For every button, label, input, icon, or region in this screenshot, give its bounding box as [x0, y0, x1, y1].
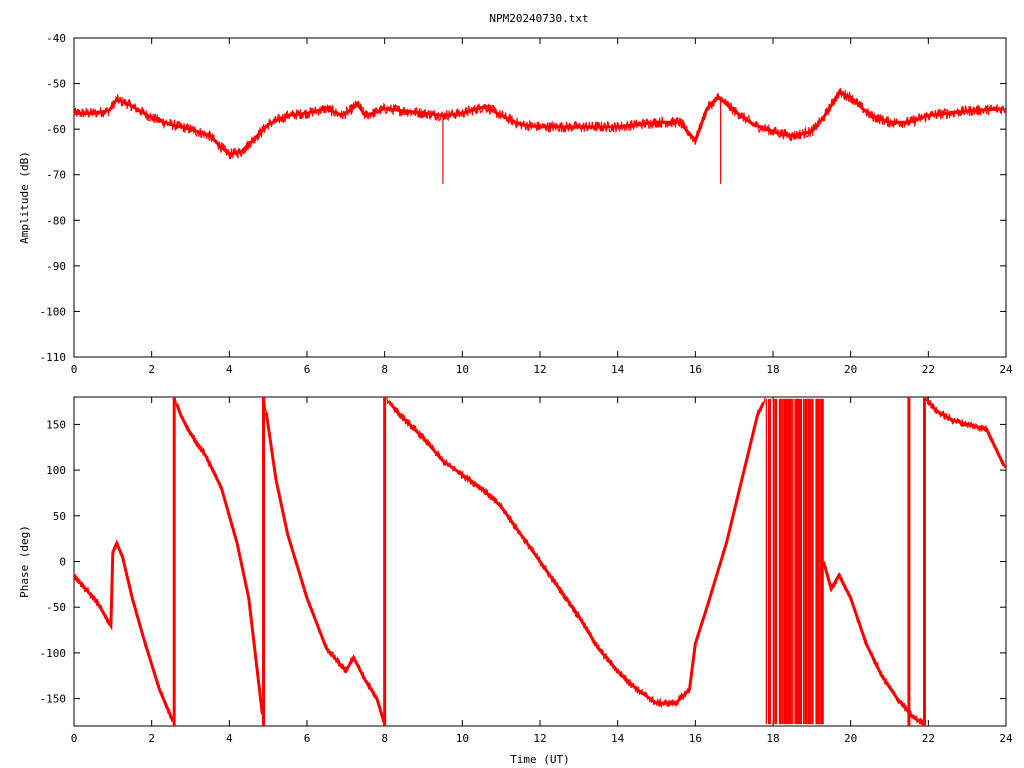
x-tick-label: 16	[689, 363, 702, 376]
y-axis-title: Amplitude (dB)	[18, 151, 31, 244]
plot-area	[74, 397, 1006, 726]
x-tick-label: 4	[226, 732, 233, 745]
series-core	[74, 90, 1005, 156]
x-tick-label: 6	[304, 732, 311, 745]
x-tick-label: 4	[226, 363, 233, 376]
y-tick-label: 150	[46, 418, 66, 431]
x-tick-label: 22	[922, 363, 935, 376]
x-axis-title: Time (UT)	[510, 753, 570, 766]
y-tick-label: -60	[46, 123, 66, 136]
x-tick-label: 8	[381, 732, 388, 745]
y-tick-label: -70	[46, 169, 66, 182]
y-tick-label: -80	[46, 214, 66, 227]
series-core	[74, 397, 1006, 725]
x-tick-label: 12	[533, 732, 546, 745]
y-tick-label: -150	[40, 693, 67, 706]
chart-title: NPM20240730.txt	[489, 12, 588, 25]
plot-area	[74, 88, 1006, 184]
y-tick-label: 100	[46, 464, 66, 477]
x-tick-label: 20	[844, 363, 857, 376]
y-tick-label: -50	[46, 601, 66, 614]
y-tick-label: -90	[46, 260, 66, 273]
x-tick-label: 10	[456, 363, 469, 376]
x-tick-label: 0	[71, 363, 78, 376]
y-axis-title: Phase (deg)	[18, 525, 31, 598]
phase-panel: 0 2 4 6 8 10 12 14 16 18 20 22 24-150-100-5005010015…	[18, 396, 1013, 766]
x-tick-label: 20	[844, 732, 857, 745]
y-tick-label: -110	[40, 351, 67, 364]
y-tick-label: -100	[40, 647, 67, 660]
y-tick-label: -100	[40, 305, 67, 318]
y-tick-label: 50	[53, 510, 66, 523]
x-tick-label: 16	[689, 732, 702, 745]
x-tick-label: 18	[766, 732, 779, 745]
plot-frame	[73, 37, 1007, 358]
x-tick-label: 14	[611, 363, 625, 376]
x-tick-label: 18	[766, 363, 779, 376]
x-tick-label: 0	[71, 732, 78, 745]
x-tick-label: 24	[999, 732, 1013, 745]
x-tick-label: 22	[922, 732, 935, 745]
x-tick-label: 6	[304, 363, 311, 376]
x-tick-label: 2	[148, 732, 155, 745]
y-tick-label: -50	[46, 78, 66, 91]
x-tick-label: 14	[611, 732, 625, 745]
x-tick-label: 12	[533, 363, 546, 376]
x-tick-label: 10	[456, 732, 469, 745]
y-tick-label: 0	[59, 556, 66, 569]
x-tick-label: 2	[148, 363, 155, 376]
amplitude-panel: 0 2 4 6 8 10 12 14 16 18 20 22 24-110-100-90-80-70-6…	[18, 32, 1013, 376]
x-tick-label: 8	[381, 363, 388, 376]
series-line	[74, 88, 1006, 160]
y-tick-label: -40	[46, 32, 66, 45]
x-tick-label: 24	[999, 363, 1013, 376]
